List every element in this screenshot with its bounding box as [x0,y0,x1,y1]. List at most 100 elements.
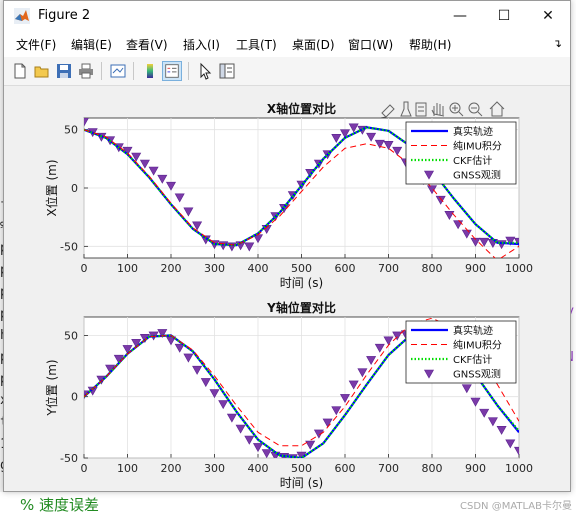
gnss-marker [339,129,351,139]
legend-label: 真实轨迹 [453,324,493,337]
open-file-icon[interactable] [32,61,52,81]
menu-bar: 文件(F) 编辑(E) 查看(V) 插入(I) 工具(T) 桌面(D) 窗口(W… [4,32,570,57]
gnss-marker [261,449,272,458]
gnss-marker [131,338,142,348]
gnss-marker [496,426,507,435]
legend-icon[interactable] [162,61,182,81]
gnss-marker [339,394,351,404]
gnss-marker [148,166,159,176]
gnss-marker [331,406,342,416]
legend-label: CKF估计 [453,154,492,167]
x-tick-label: 900 [465,462,486,475]
gnss-marker [374,139,385,149]
menu-edit[interactable]: 编辑(E) [71,38,112,52]
x-tick-label: 500 [291,262,312,275]
gnss-marker [305,440,316,450]
x-tick-label: 600 [335,262,356,275]
x-tick-label: 500 [291,462,312,475]
property-inspector-icon[interactable] [217,61,237,81]
x-tick-label: 700 [378,262,399,275]
legend-marker [423,170,435,180]
y-tick-label: 0 [71,182,78,195]
print-icon[interactable] [76,61,96,81]
menu-insert[interactable]: 插入(I) [183,38,220,52]
y-axis-label: Y位置 (m) [44,359,59,416]
gnss-marker [226,413,237,423]
x-tick-label: 700 [378,462,399,475]
menu-overflow-icon[interactable]: ↴ [552,37,562,50]
gnss-marker [487,417,498,427]
gnss-marker [183,353,194,363]
matlab-logo-icon [14,8,30,24]
close-button[interactable]: ✕ [542,8,554,24]
background-editor-line: % 速度误差 [0,492,576,514]
legend-marker [423,369,435,379]
menu-window[interactable]: 窗口(W) [348,38,394,52]
gnss-marker [435,195,446,205]
y-tick-label: -50 [60,452,78,465]
x-tick-label: 300 [204,462,225,475]
figure-canvas: 0 100 200 300 400 500 600 700 800 900 1000-50050X轴… [44,101,533,490]
new-figure-icon[interactable] [10,61,30,81]
brush-icon[interactable] [400,101,412,117]
gnss-marker [84,118,89,127]
toolbar-separator [188,62,189,80]
legend-label: GNSS观测 [453,368,501,381]
gnss-marker [139,159,150,169]
gnss-marker [244,435,255,445]
maximize-button[interactable]: ☐ [497,8,511,24]
menu-desktop[interactable]: 桌面(D) [292,38,335,52]
menu-tools[interactable]: 工具(T) [236,38,277,52]
x-tick-label: 400 [248,462,269,475]
zoom-in-icon[interactable] [449,102,464,117]
gnss-marker [192,221,203,231]
figure-window: Figure 2 — ☐ ✕ 文件(F) 编辑(E) 查看(V) 插入(I) 工… [3,0,571,492]
gnss-marker [348,123,359,133]
datatip-icon[interactable] [415,102,427,117]
gnss-marker [331,134,342,143]
legend-label: 纯IMU积分 [453,140,502,153]
home-icon[interactable] [489,101,505,117]
gnss-marker [383,336,394,346]
toolbar-separator [101,62,102,80]
toolbar [4,57,570,86]
y-axis-label: X位置 (m) [44,159,59,216]
chart-title: Y轴位置对比 [266,300,336,315]
gnss-marker [165,336,177,346]
legend-label: 真实轨迹 [453,125,493,138]
zoom-out-icon[interactable] [468,102,483,117]
gnss-marker [131,152,142,162]
pointer-icon[interactable] [195,61,215,81]
gnss-marker [479,237,490,247]
series-line-dashed [84,129,519,258]
gnss-marker [470,397,481,407]
gnss-marker [244,242,255,252]
gnss-marker [322,418,333,428]
title-bar: Figure 2 — ☐ ✕ [4,1,570,32]
gnss-marker [252,443,264,453]
x-tick-label: 200 [161,262,182,275]
x-tick-label: 100 [117,262,138,275]
x-axis-label: 时间 (s) [280,476,323,489]
pan-icon[interactable] [431,103,445,117]
export-icon[interactable] [380,104,395,119]
legend-label: GNSS观测 [453,169,501,182]
x-tick-label: 300 [204,262,225,275]
menu-help[interactable]: 帮助(H) [409,38,452,52]
gnss-marker [505,236,516,246]
menu-view[interactable]: 查看(V) [126,38,168,52]
link-plot-icon[interactable] [108,61,128,81]
menu-file[interactable]: 文件(F) [16,38,57,52]
x-tick-label: 900 [465,262,486,275]
save-icon[interactable] [54,61,74,81]
minimize-button[interactable]: — [453,8,467,24]
legend-box [405,320,517,384]
colorbar-icon[interactable] [140,61,160,81]
gnss-marker [426,185,438,195]
gnss-marker [470,237,481,247]
gnss-marker [479,408,490,418]
gnss-marker [218,400,229,410]
y-tick-label: 0 [71,391,78,404]
